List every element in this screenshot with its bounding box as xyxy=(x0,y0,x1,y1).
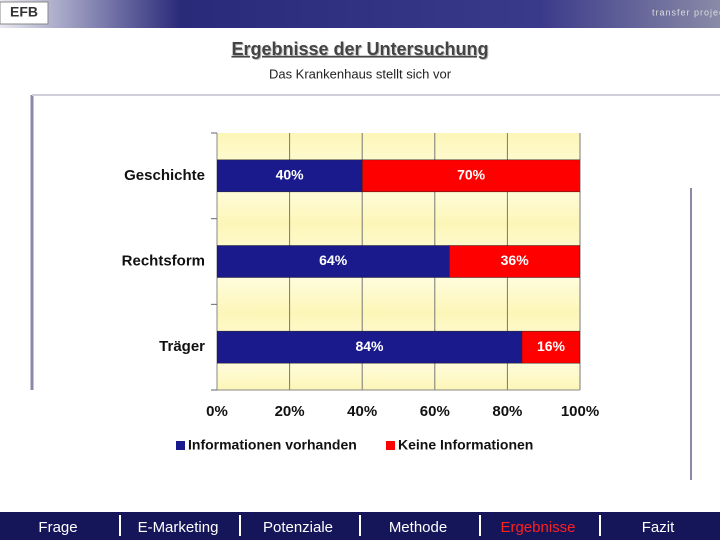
y-tick-label: Rechtsform xyxy=(122,252,205,269)
bar xyxy=(361,159,580,193)
x-tick-label: 40% xyxy=(347,403,377,420)
x-tick-label: 80% xyxy=(492,403,522,420)
chart-title: Ergebnisse der Untersuchung xyxy=(231,39,488,59)
y-tick-label: Geschichte xyxy=(124,167,205,184)
data-label: 84% xyxy=(355,338,384,354)
legend-label: Keine Informationen xyxy=(398,437,533,453)
legend-swatch xyxy=(386,441,395,450)
legend-label: Informationen vorhanden xyxy=(188,437,357,453)
title-shadow: Ergebnisse der Untersuchung xyxy=(232,40,489,60)
x-tick-label: 0% xyxy=(206,403,228,420)
bars xyxy=(217,159,580,364)
y-tick-label: Träger xyxy=(159,338,205,355)
data-label: 36% xyxy=(501,252,530,268)
x-tick-label: 20% xyxy=(275,403,305,420)
x-tick-label: 100% xyxy=(561,403,599,420)
legend-swatch xyxy=(176,441,185,450)
bar xyxy=(217,245,450,278)
nav-item[interactable]: Fazit xyxy=(642,519,675,536)
data-label: 16% xyxy=(537,338,566,354)
x-tick-label: 60% xyxy=(420,403,450,420)
logo-box xyxy=(0,1,49,25)
logo-left: EFB xyxy=(10,4,38,20)
nav-item[interactable]: E-Marketing xyxy=(138,519,219,536)
bar xyxy=(217,159,363,193)
nav-item[interactable]: Potenziale xyxy=(263,519,333,536)
bar xyxy=(449,245,580,278)
data-label: 70% xyxy=(457,167,486,183)
bar xyxy=(521,330,580,364)
data-label: 64% xyxy=(319,252,348,268)
logo-right: transfer project xyxy=(652,7,720,17)
nav-item[interactable]: Methode xyxy=(389,519,447,536)
data-label: 40% xyxy=(276,167,305,183)
nav-item[interactable]: Ergebnisse xyxy=(500,519,575,536)
nav-item[interactable]: Frage xyxy=(38,519,77,536)
header-bar xyxy=(0,0,720,28)
chart-subtitle: Das Krankenhaus stellt sich vor xyxy=(269,66,452,81)
bar xyxy=(217,330,523,364)
